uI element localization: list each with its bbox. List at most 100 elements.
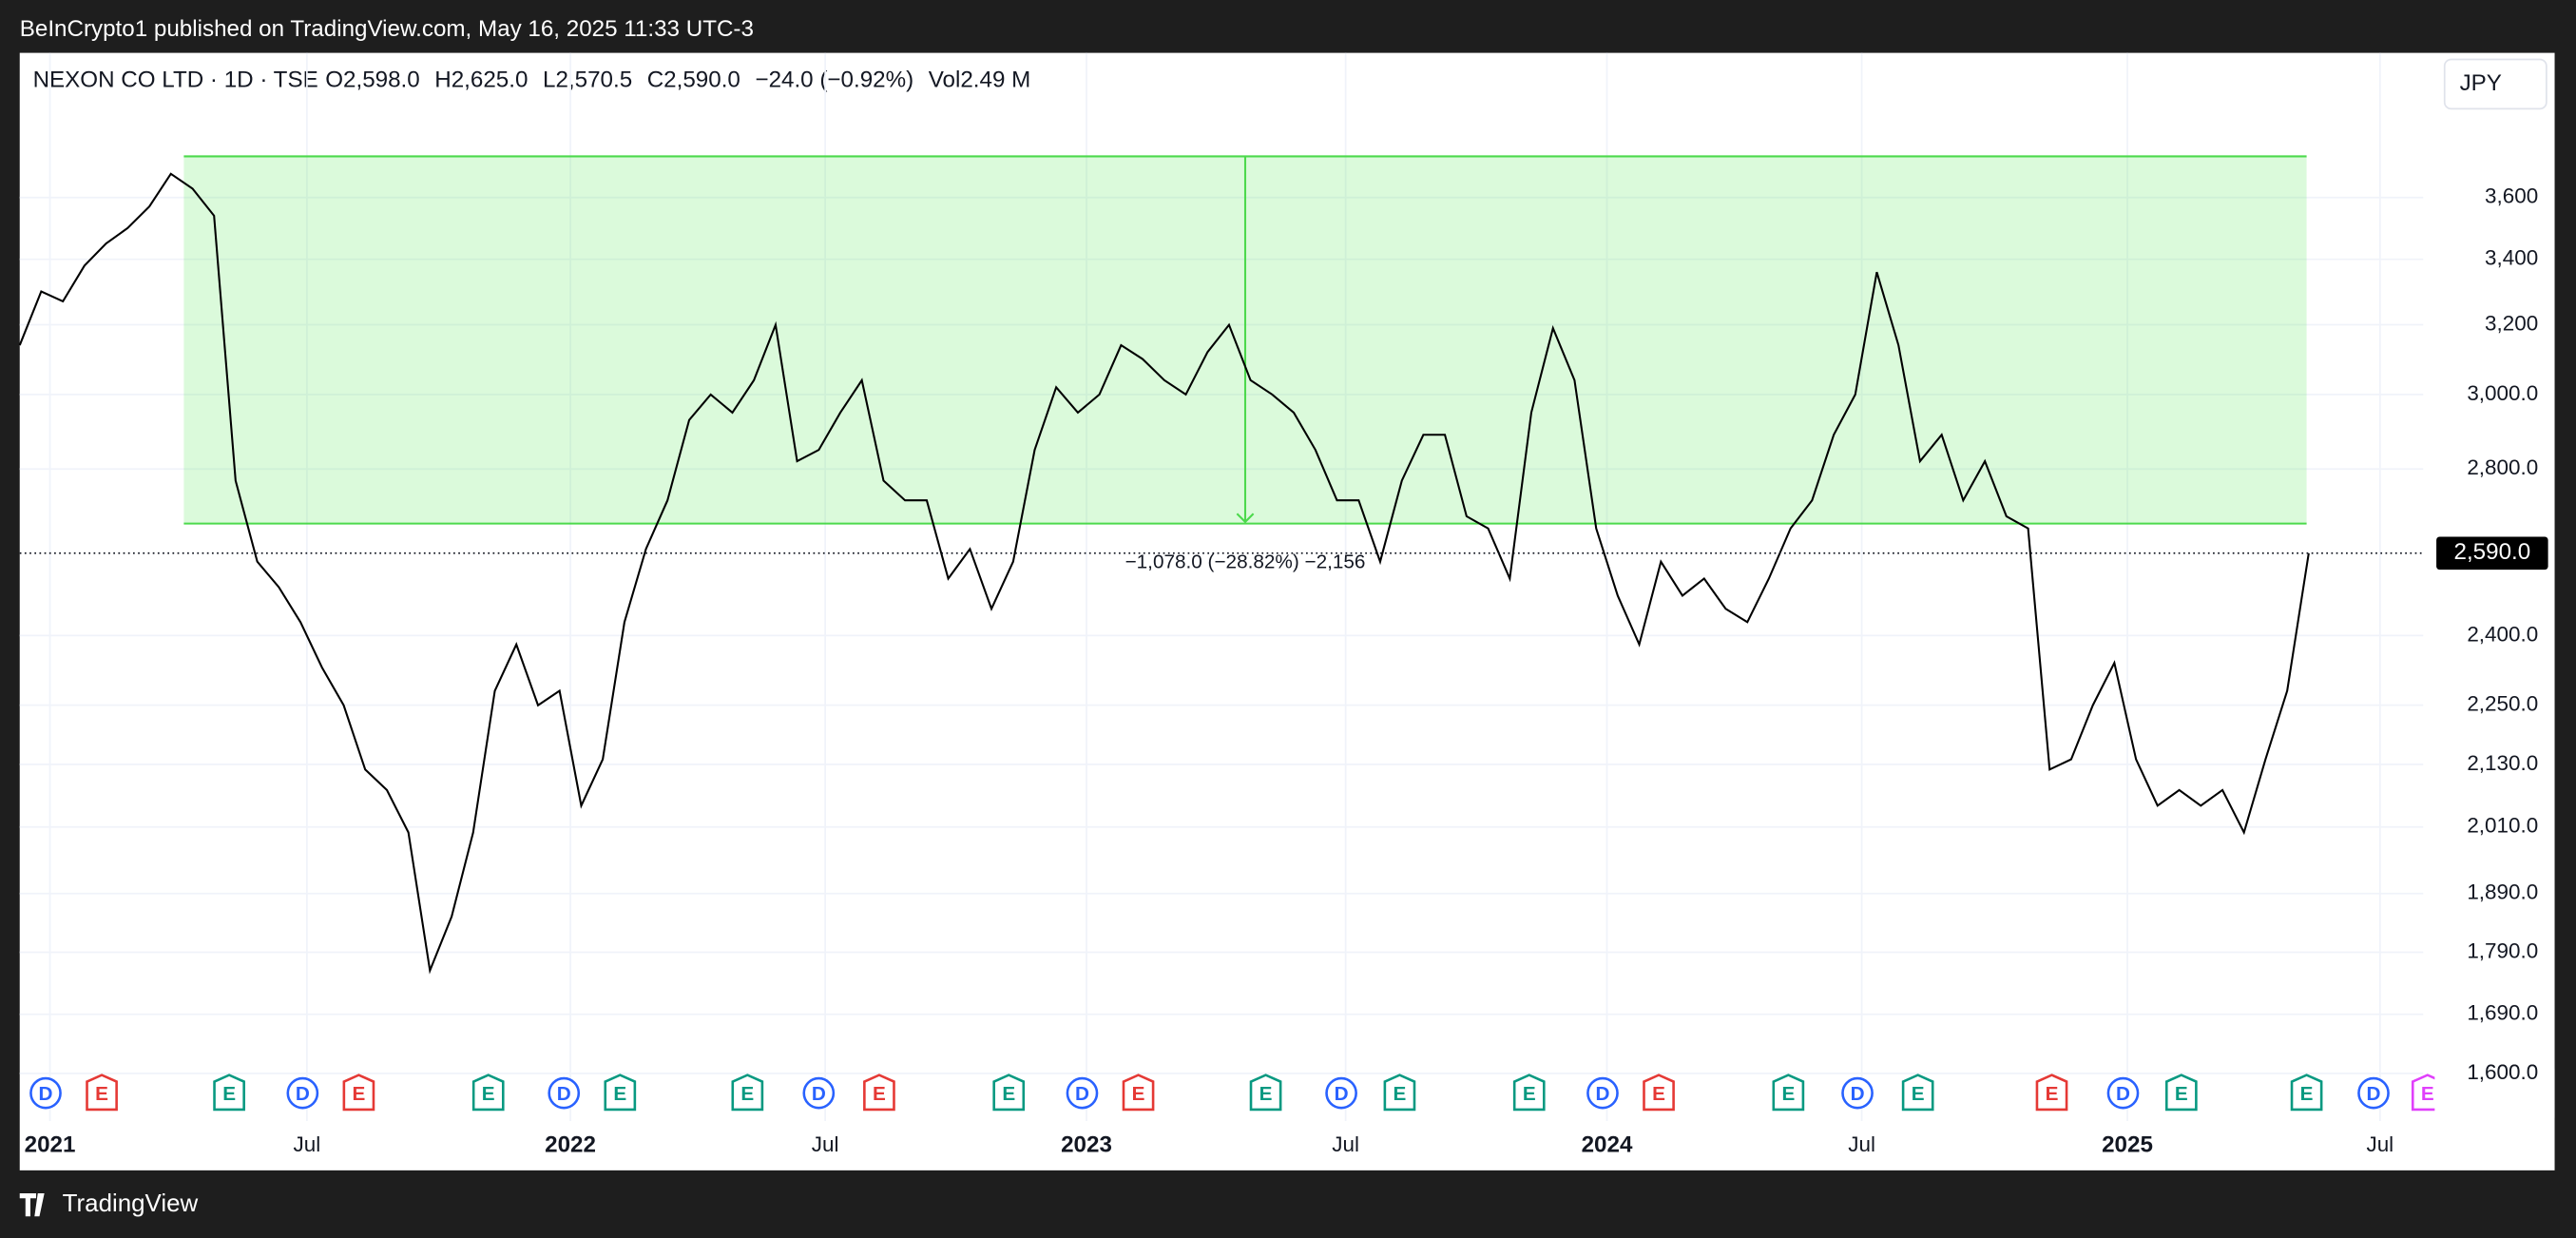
y-tick-label: 2,800.0: [2467, 455, 2538, 479]
currency-button[interactable]: [2443, 58, 2547, 110]
event-label: E: [353, 1083, 366, 1105]
ohlc-item: Vol2.49 M: [929, 67, 1031, 92]
y-tick-label: 3,600: [2485, 184, 2538, 208]
event-icon: [1325, 1076, 1357, 1110]
y-tick-label: 2,130.0: [2467, 751, 2538, 775]
last-price-box: [2436, 536, 2548, 571]
event-label: D: [812, 1083, 826, 1105]
event-label: D: [2367, 1083, 2381, 1105]
x-tick-label: Jul: [1332, 1132, 1359, 1156]
event-icon: [29, 1076, 62, 1110]
currency[interactable]: JPY: [2460, 70, 2502, 96]
ohlc-item: H2,625.0: [434, 67, 528, 92]
brand: TradingView: [63, 1190, 199, 1217]
event-label: E: [2046, 1083, 2059, 1105]
event-label: D: [1075, 1083, 1089, 1105]
event-icon: [1383, 1074, 1416, 1112]
range-label: −1,078.0 (−28.82%) −2,156: [1125, 551, 1366, 573]
y-tick-label: 1,790.0: [2467, 938, 2538, 962]
event-label: E: [613, 1083, 626, 1105]
event-icon: [1643, 1074, 1675, 1112]
event-icon: [86, 1074, 118, 1112]
x-tick-label: Jul: [294, 1132, 321, 1156]
last-price-label: 2,590.0: [2454, 539, 2531, 565]
x-tick-label: Jul: [1848, 1132, 1875, 1156]
x-tick-label: Jul: [2366, 1132, 2393, 1156]
x-tick-label: 2025: [2102, 1132, 2153, 1157]
ohlc-item: O2,598.0: [325, 67, 420, 92]
axis-mask: [2434, 1068, 2555, 1118]
event-label: E: [1652, 1083, 1665, 1105]
event-icon: [604, 1074, 637, 1112]
x-tick-label: 2023: [1061, 1132, 1112, 1157]
event-label: E: [1912, 1083, 1925, 1105]
event-icon: [2290, 1074, 2323, 1112]
event-label: E: [1394, 1083, 1407, 1105]
ohlc-item: L2,570.5: [543, 67, 632, 92]
event-icon: [1249, 1074, 1282, 1112]
event-label: D: [1335, 1083, 1349, 1105]
event-label: E: [482, 1083, 495, 1105]
event-icon: [1122, 1074, 1155, 1112]
y-tick-label: 3,400: [2485, 246, 2538, 270]
event-icon: [2035, 1074, 2068, 1112]
event-icon: [286, 1076, 319, 1110]
event-icon: [2164, 1074, 2198, 1112]
x-tick-label: 2022: [545, 1132, 596, 1157]
event-label: D: [39, 1083, 53, 1105]
event-label: D: [1595, 1083, 1609, 1105]
event-label: E: [1523, 1083, 1536, 1105]
event-icon: [342, 1074, 375, 1112]
event-label: D: [1851, 1083, 1865, 1105]
event-icon: [1841, 1076, 1874, 1110]
event-icon: [992, 1074, 1026, 1112]
x-tick-label: 2024: [1582, 1132, 1633, 1157]
y-tick-label: 3,000.0: [2467, 381, 2538, 405]
event-icon: [731, 1074, 764, 1112]
event-label: E: [2421, 1083, 2434, 1105]
event-icon: [1066, 1076, 1099, 1110]
price-line: [18, 172, 2310, 975]
event-label: D: [2116, 1083, 2130, 1105]
x-tick-label: Jul: [812, 1132, 839, 1156]
symbol: NEXON CO LTD · 1D · TSE: [33, 67, 318, 92]
event-icon: [213, 1074, 245, 1112]
event-label: E: [2175, 1083, 2188, 1105]
ohlc-item: −24.0 (−0.92%): [755, 67, 913, 92]
event-label: E: [1132, 1083, 1145, 1105]
y-tick-label: 2,010.0: [2467, 814, 2538, 838]
event-icon: [548, 1076, 581, 1110]
event-label: D: [557, 1083, 571, 1105]
event-label: E: [95, 1083, 108, 1105]
event-label: E: [1781, 1083, 1795, 1105]
range-arrow-head: [1236, 513, 1255, 524]
event-label: E: [1259, 1083, 1273, 1105]
event-icon: [471, 1074, 505, 1112]
event-icon: [802, 1076, 836, 1110]
ohlc: O2,598.0 H2,625.0 L2,570.5 C2,590.0 −24.0 (−…: [325, 67, 1030, 92]
footer-logo: [19, 1193, 45, 1217]
ohlc-item: C2,590.0: [647, 67, 740, 92]
y-tick-label: 2,250.0: [2467, 692, 2538, 716]
event-label: E: [740, 1083, 754, 1105]
event-label: E: [2300, 1083, 2314, 1105]
event-icon: [1586, 1076, 1619, 1110]
event-label: E: [873, 1083, 886, 1105]
event-label: E: [222, 1083, 236, 1105]
y-tick-label: 1,690.0: [2467, 1001, 2538, 1025]
event-icon: [863, 1074, 895, 1112]
event-icon: [1772, 1074, 1805, 1112]
y-tick-label: 3,200: [2485, 311, 2538, 335]
y-tick-label: 1,890.0: [2467, 880, 2538, 904]
event-label: E: [1002, 1083, 1015, 1105]
y-tick-label: 1,600.0: [2467, 1060, 2538, 1084]
event-icon: [1901, 1074, 1934, 1112]
event-icon: [2357, 1076, 2390, 1110]
x-tick-label: 2021: [25, 1132, 76, 1157]
publisher: BeInCrypto1 published on TradingView.com…: [20, 16, 754, 42]
pane: [19, 52, 2555, 1170]
event-icon: [2106, 1076, 2140, 1110]
y-tick-label: 2,400.0: [2467, 622, 2538, 646]
